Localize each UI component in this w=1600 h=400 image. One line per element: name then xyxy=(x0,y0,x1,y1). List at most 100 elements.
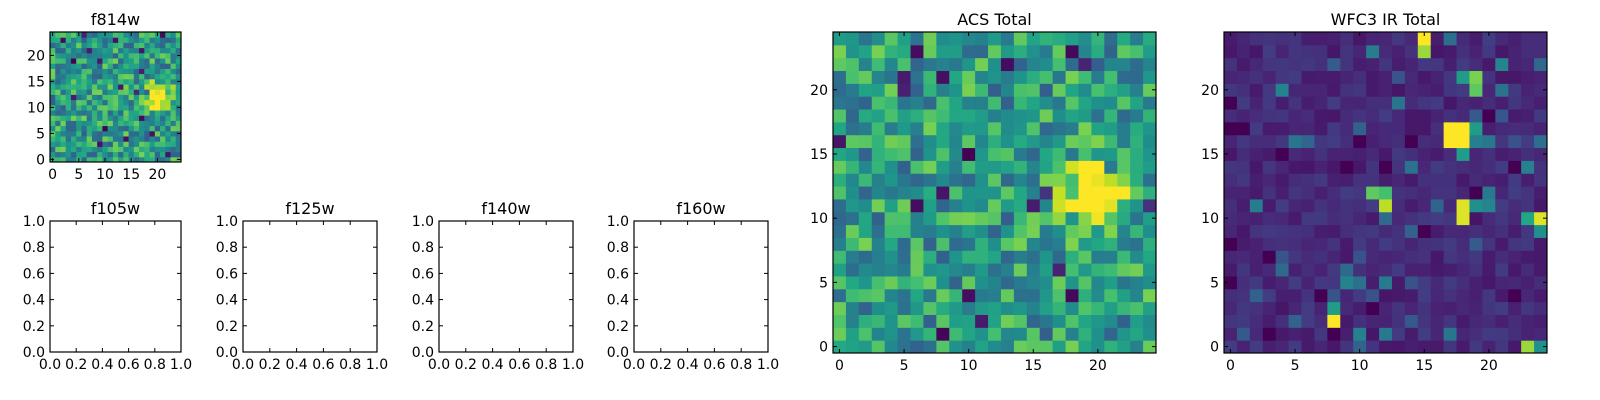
wfc3_ir_total-pixel xyxy=(1391,70,1406,84)
f105w-ytick-label: 0.6 xyxy=(23,266,45,282)
acs_total-pixel xyxy=(962,237,976,251)
acs_total-pixel xyxy=(1143,340,1157,354)
acs_total-pixel xyxy=(897,301,912,315)
acs_total-pixel xyxy=(1026,121,1041,136)
f814w-pixel xyxy=(60,151,67,158)
acs_total-pixel xyxy=(1091,224,1105,238)
wfc3_ir_total-pixel xyxy=(1404,301,1419,315)
f814w-pixel xyxy=(76,136,82,142)
wfc3_ir_total-pixel xyxy=(1508,301,1522,315)
wfc3_ir_total-pixel xyxy=(1456,327,1470,341)
acs_total-pixel xyxy=(936,83,950,97)
acs_total-pixel xyxy=(884,263,899,277)
f814w-pixel xyxy=(154,37,161,43)
wfc3_ir_total-pixel xyxy=(1521,83,1535,97)
wfc3_ir_total-pixel xyxy=(1340,109,1354,123)
acs_total-pixel xyxy=(1039,186,1054,200)
wfc3_ir_total-pixel xyxy=(1508,327,1522,341)
wfc3_ir_total-pixel xyxy=(1340,160,1354,174)
f814w-pixel xyxy=(65,73,72,80)
f814w-pixel xyxy=(70,68,77,75)
f814w-pixel xyxy=(175,115,182,121)
f814w-pixel xyxy=(91,47,98,54)
wfc3_ir_total-pixel xyxy=(1327,301,1341,315)
wfc3_ir_total-pixel xyxy=(1430,314,1445,328)
wfc3_ir_total-pixel xyxy=(1379,301,1393,315)
f814w-pixel xyxy=(86,94,93,101)
wfc3_ir_total-pixel xyxy=(1417,147,1432,161)
wfc3_ir_total-pixel xyxy=(1236,57,1251,72)
acs_total-pixel xyxy=(1117,301,1131,315)
wfc3_ir_total-pixel xyxy=(1430,263,1445,277)
wfc3_ir_total-pixel xyxy=(1430,96,1445,110)
f814w-pixel xyxy=(81,32,88,38)
wfc3_ir_total-title: WFC3 IR Total xyxy=(1331,10,1441,29)
wfc3_ir_total-pixel xyxy=(1288,288,1303,303)
acs_total-pixel xyxy=(923,57,937,72)
wfc3_ir_total-pixel xyxy=(1430,211,1445,226)
f814w-pixel xyxy=(128,84,135,90)
acs_total-pixel xyxy=(1052,173,1067,187)
f814w-pixel xyxy=(149,99,156,106)
f814w-pixel xyxy=(81,84,88,90)
wfc3_ir_total-pixel xyxy=(1236,263,1251,277)
f814w-pixel xyxy=(50,37,56,43)
acs_total-pixel xyxy=(1130,327,1144,341)
f814w-pixel xyxy=(50,110,56,116)
f814w-pixel xyxy=(81,141,88,147)
acs_total-pixel xyxy=(910,211,924,226)
acs_total-pixel xyxy=(1091,198,1105,213)
f160w-xtick-label: 0.8 xyxy=(730,357,752,373)
acs_total-pixel xyxy=(1052,134,1067,149)
wfc3_ir_total-pixel xyxy=(1366,198,1380,213)
acs_total-pixel xyxy=(1117,275,1131,290)
f814w-pixel xyxy=(65,120,72,127)
acs_total-pixel xyxy=(1039,211,1054,226)
f814w-pixel xyxy=(81,130,88,137)
f814w-pixel xyxy=(154,120,161,127)
f814w-pixel xyxy=(55,42,61,49)
f814w-pixel xyxy=(97,32,103,38)
wfc3_ir_total-pixel xyxy=(1443,109,1458,123)
f814w-pixel xyxy=(175,141,182,147)
wfc3_ir_total-pixel xyxy=(1482,314,1496,328)
wfc3_ir_total-pixel xyxy=(1508,96,1522,110)
acs_total-pixel xyxy=(871,301,886,315)
f814w-pixel xyxy=(139,63,145,69)
wfc3_ir_total-ytick-label: 10 xyxy=(1201,211,1219,227)
f814w-pixel xyxy=(160,146,166,153)
f814w-pixel xyxy=(107,52,114,59)
f814w-pixel xyxy=(55,99,61,106)
acs_total-pixel xyxy=(858,44,873,59)
acs_total-pixel xyxy=(1091,83,1105,97)
f814w-pixel xyxy=(60,73,67,80)
wfc3_ir_total-pixel xyxy=(1469,314,1483,328)
wfc3_ir_total-pixel xyxy=(1482,186,1496,200)
wfc3_ir_total-pixel xyxy=(1275,173,1290,187)
f160w-ytick-label: 0.4 xyxy=(607,293,629,309)
wfc3_ir_total-pixel xyxy=(1301,237,1315,251)
f814w-pixel xyxy=(170,63,177,69)
f105w-ytick-label: 1.0 xyxy=(23,214,45,230)
acs_total-pixel xyxy=(936,96,950,110)
f814w-pixel xyxy=(50,42,56,49)
acs_total-pixel xyxy=(884,314,899,328)
f814w-pixel xyxy=(118,84,124,90)
acs_total-pixel xyxy=(1013,275,1028,290)
acs_total-pixel xyxy=(1013,109,1028,123)
acs_total-pixel xyxy=(845,263,860,277)
f814w-pixel xyxy=(133,120,140,127)
f814w-pixel xyxy=(97,99,103,106)
wfc3_ir_total-pixel xyxy=(1236,275,1251,290)
f814w-pixel xyxy=(165,42,172,49)
f814w-pixel xyxy=(144,94,151,101)
wfc3_ir_total-pixel xyxy=(1366,32,1380,46)
acs_total-pixel xyxy=(1130,173,1144,187)
acs_total-pixel xyxy=(1039,198,1054,213)
wfc3_ir_total-pixel xyxy=(1236,224,1251,238)
acs_total-pixel xyxy=(1091,340,1105,354)
f814w-ytick-label: 5 xyxy=(36,126,45,142)
wfc3_ir_total-pixel xyxy=(1340,301,1354,315)
f814w-pixel xyxy=(154,73,161,80)
wfc3_ir_total-pixel xyxy=(1366,186,1380,200)
